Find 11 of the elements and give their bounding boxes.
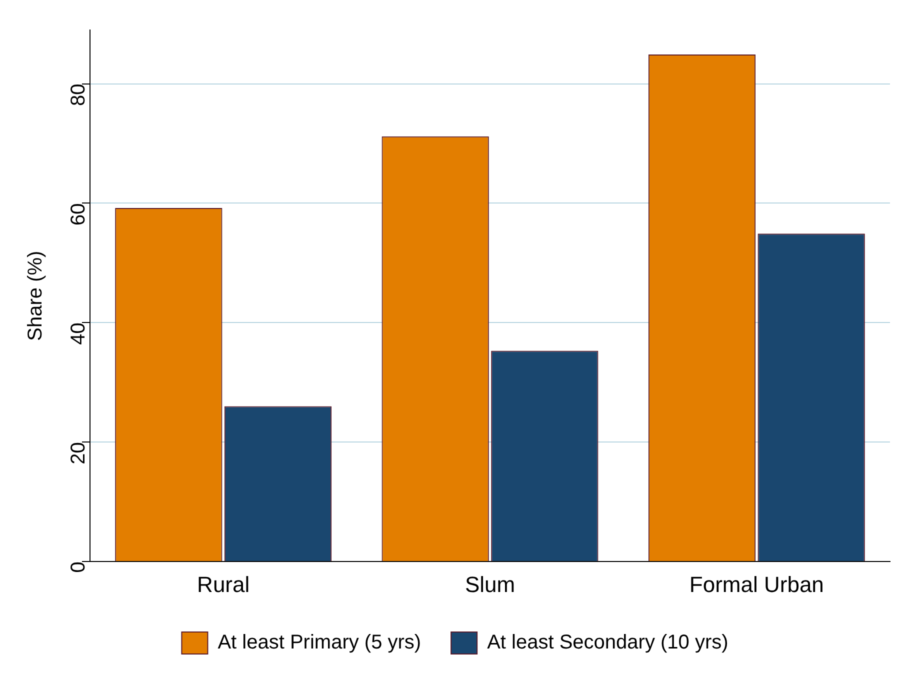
y-axis-title: Share (%): [24, 250, 47, 341]
x-tick-label: Slum: [464, 572, 516, 597]
x-tick-label: Formal Urban: [689, 572, 824, 597]
x-tick-label: Rural: [197, 572, 250, 597]
y-tick-label: 20: [68, 442, 90, 464]
y-tick-label: 80: [68, 84, 90, 106]
y-tick-label: 40: [68, 322, 90, 345]
y-tick-label: 60: [68, 203, 90, 226]
y-tick-label: 0: [68, 562, 90, 573]
legend-label: At least Primary (5 yrs): [218, 632, 422, 654]
legend-label: At least Secondary (10 yrs): [487, 632, 728, 654]
